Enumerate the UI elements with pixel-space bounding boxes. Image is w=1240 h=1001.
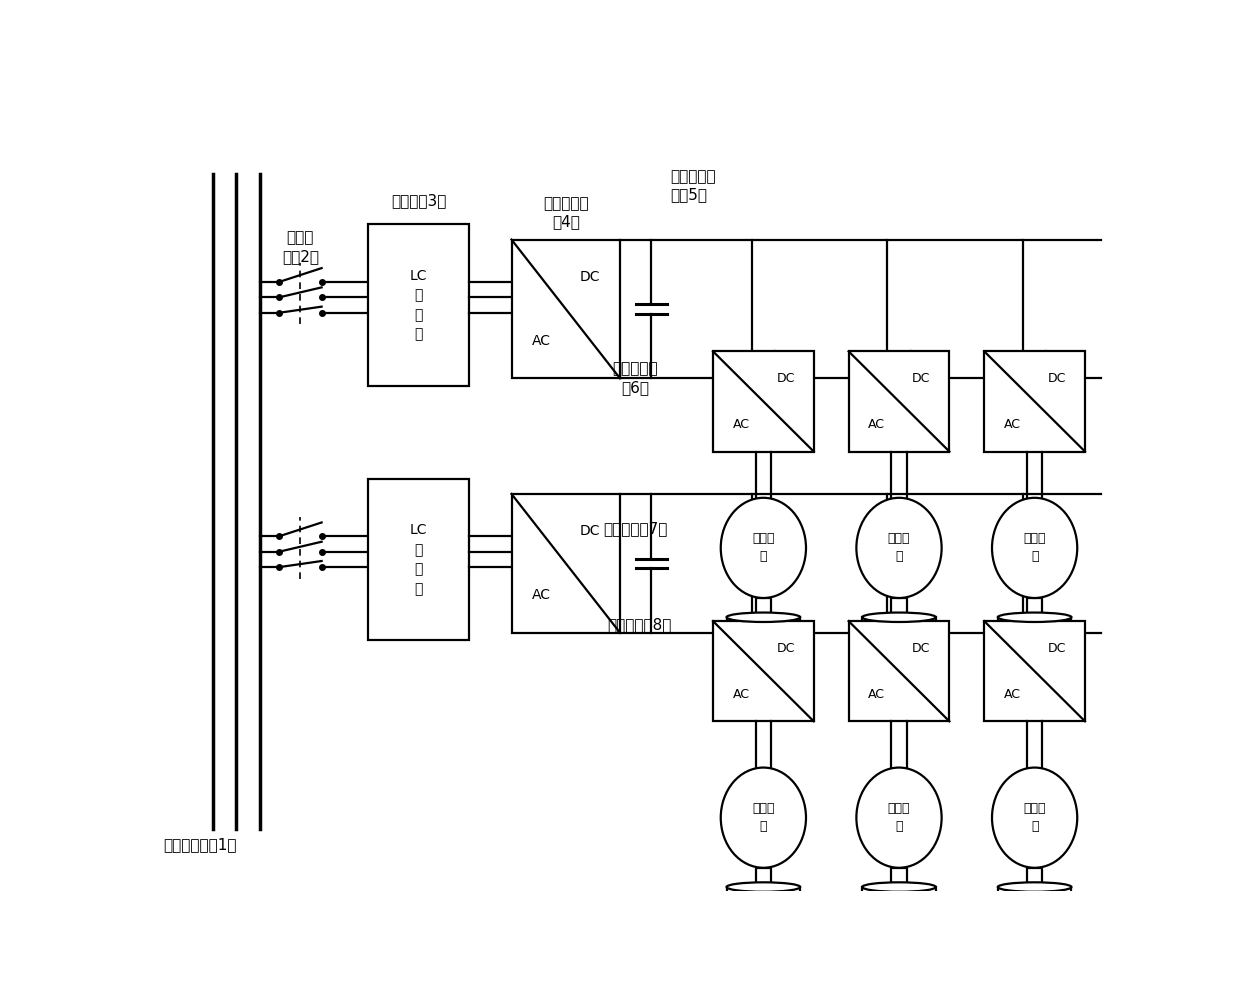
Ellipse shape — [720, 497, 806, 598]
Text: LC
滤
波
器: LC 滤 波 器 — [409, 524, 428, 596]
Text: 飞轮转子（8）: 飞轮转子（8） — [608, 618, 672, 633]
Text: 飞轮电
机: 飞轮电 机 — [888, 802, 910, 833]
Text: DC: DC — [1048, 642, 1066, 655]
Text: 滤波器（3）: 滤波器（3） — [391, 193, 446, 208]
Text: DC: DC — [911, 642, 930, 655]
Ellipse shape — [857, 768, 941, 868]
Text: DC: DC — [579, 525, 600, 539]
Bar — [755, 868, 771, 887]
Bar — [713, 621, 813, 722]
Bar — [511, 493, 620, 633]
Bar — [755, 598, 771, 618]
Text: 飞轮电
机: 飞轮电 机 — [1023, 802, 1045, 833]
Text: AC: AC — [733, 688, 750, 701]
Ellipse shape — [720, 768, 806, 868]
Text: 飞轮电
机: 飞轮电 机 — [1023, 533, 1045, 564]
Ellipse shape — [727, 613, 800, 622]
Bar — [892, 868, 906, 887]
Text: 并网开
关（2）: 并网开 关（2） — [281, 230, 319, 264]
Bar — [848, 351, 950, 451]
Text: 飞轮电
机: 飞轮电 机 — [888, 533, 910, 564]
Text: 飞轮电
机: 飞轮电 机 — [753, 802, 775, 833]
Text: AC: AC — [868, 418, 885, 431]
Text: 交流微电网（1）: 交流微电网（1） — [162, 837, 237, 852]
Text: 直流母线电
容（5）: 直流母线电 容（5） — [671, 169, 715, 202]
Ellipse shape — [998, 882, 1071, 892]
Ellipse shape — [998, 613, 1071, 622]
Bar — [368, 478, 469, 641]
Bar — [985, 621, 1085, 722]
Text: DC: DC — [911, 372, 930, 385]
Text: 并网变流器
（4）: 并网变流器 （4） — [543, 196, 589, 229]
Text: DC: DC — [579, 270, 600, 284]
Text: DC: DC — [776, 372, 795, 385]
Text: AC: AC — [1004, 418, 1021, 431]
Bar — [1027, 598, 1043, 618]
Text: AC: AC — [1004, 688, 1021, 701]
Bar — [511, 239, 620, 378]
Ellipse shape — [862, 882, 936, 892]
Bar — [848, 621, 950, 722]
Ellipse shape — [857, 497, 941, 598]
Bar — [892, 598, 906, 618]
Text: DC: DC — [776, 642, 795, 655]
Text: 飞轮电
机: 飞轮电 机 — [753, 533, 775, 564]
Text: AC: AC — [868, 688, 885, 701]
Text: LC
滤
波
器: LC 滤 波 器 — [409, 269, 428, 341]
Ellipse shape — [862, 613, 936, 622]
Text: 飞轮电机（7）: 飞轮电机（7） — [604, 522, 667, 537]
Bar — [985, 351, 1085, 451]
Bar — [368, 224, 469, 386]
Bar — [1027, 868, 1043, 887]
Text: AC: AC — [532, 334, 552, 348]
Ellipse shape — [727, 882, 800, 892]
Text: AC: AC — [532, 589, 552, 603]
Bar — [713, 351, 813, 451]
Ellipse shape — [992, 497, 1078, 598]
Ellipse shape — [992, 768, 1078, 868]
Text: DC: DC — [1048, 372, 1066, 385]
Text: 机侧变流器
（6）: 机侧变流器 （6） — [613, 361, 658, 395]
Text: AC: AC — [733, 418, 750, 431]
